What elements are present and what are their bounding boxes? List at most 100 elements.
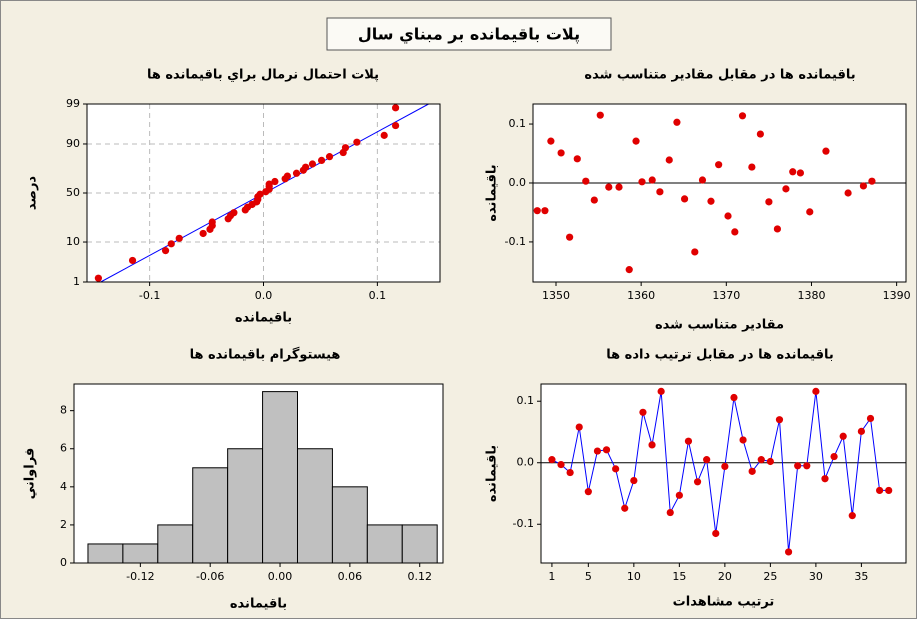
y-tick-label: 8 (60, 404, 67, 417)
point (621, 504, 629, 512)
point (648, 441, 656, 449)
y-tick-label: 99 (66, 97, 80, 110)
y-tick-label: 0.1 (517, 394, 535, 407)
point (731, 228, 739, 236)
y-tick-label: 1 (73, 275, 80, 288)
bar (262, 391, 298, 564)
main-title: پلات باقيمانده بر مبناي سال (358, 25, 580, 45)
point (684, 437, 693, 445)
y-tick-label: 0 (60, 556, 67, 569)
bar (157, 524, 194, 564)
point (230, 209, 238, 217)
point (612, 465, 620, 473)
x-tick-label: -0.12 (126, 570, 154, 583)
x-tick-label: 20 (718, 570, 732, 583)
point (317, 156, 326, 165)
y-axis-label: فراواني (23, 448, 38, 500)
point (584, 488, 592, 496)
point (830, 452, 838, 461)
point (876, 486, 884, 495)
x-tick-label: 1380 (797, 289, 825, 302)
point (94, 274, 102, 282)
point (859, 182, 868, 190)
y-tick-label: 10 (66, 235, 80, 248)
point (557, 149, 565, 157)
panel-title: هيستوگرام باقيمانده ها (190, 347, 341, 363)
bar (401, 524, 438, 564)
point (199, 229, 207, 238)
bar (87, 543, 124, 564)
y-tick-label: 50 (66, 186, 80, 199)
point (680, 195, 689, 203)
point (698, 176, 707, 184)
x-tick-label: 10 (627, 570, 641, 583)
point (128, 256, 137, 265)
point (573, 155, 581, 163)
bar (331, 486, 368, 564)
y-tick-label: 2 (60, 518, 67, 531)
point (596, 111, 604, 119)
point (885, 486, 893, 495)
point (782, 185, 790, 193)
point (380, 131, 388, 139)
plot-frame (73, 383, 444, 564)
point (283, 172, 292, 180)
point (353, 138, 361, 146)
point (566, 233, 574, 241)
point (582, 177, 590, 185)
point (656, 188, 664, 196)
x-axis-label: باقيمانده (230, 597, 287, 612)
y-tick-label: 0.0 (509, 176, 527, 189)
point (167, 240, 175, 248)
point (789, 168, 797, 176)
point (308, 160, 317, 168)
point (844, 189, 852, 197)
plot-area (533, 104, 906, 282)
point (256, 190, 264, 198)
point (724, 212, 732, 220)
x-tick-label: 1370 (712, 289, 740, 302)
point (857, 427, 865, 435)
x-tick-label: 5 (585, 570, 592, 583)
point (707, 197, 715, 205)
point (271, 177, 279, 186)
point (575, 423, 583, 431)
point (533, 207, 541, 215)
bar (296, 448, 333, 564)
y-axis-label: باقيمانده (485, 164, 500, 221)
y-tick-label: 6 (60, 442, 67, 455)
point (638, 178, 646, 186)
point (715, 161, 723, 169)
point (391, 104, 400, 112)
x-tick-label: 1390 (883, 289, 911, 302)
y-axis-label: باقيمانده (485, 445, 500, 502)
x-tick-label: 0.0 (255, 289, 273, 302)
point (341, 144, 350, 152)
x-tick-label: -0.1 (139, 289, 160, 302)
point (703, 456, 711, 464)
plot-frame (532, 103, 907, 283)
x-tick-label: 30 (809, 570, 823, 583)
panel-title: باقيمانده ها در مقابل مقادير متناسب شده (584, 68, 855, 83)
y-tick-label: 0.0 (517, 456, 535, 469)
point (693, 478, 702, 486)
bar (227, 448, 264, 564)
plot-frame (540, 383, 907, 564)
point (325, 153, 334, 161)
panel-title: باقيمانده ها در مقابل ترتيب داده ها (606, 348, 834, 363)
point (302, 163, 310, 171)
point (868, 177, 876, 185)
x-tick-label: 0.06 (338, 570, 363, 583)
y-tick-label: 4 (60, 480, 67, 493)
point (673, 118, 681, 126)
point (848, 512, 856, 520)
y-tick-label: -0.1 (513, 517, 534, 530)
x-tick-label: -0.06 (196, 570, 224, 583)
point (548, 456, 556, 464)
y-axis-label: درصد (25, 176, 40, 211)
x-axis-label: باقيمانده (235, 311, 292, 326)
point (666, 508, 674, 517)
x-tick-label: 15 (672, 570, 686, 583)
point (665, 156, 673, 164)
